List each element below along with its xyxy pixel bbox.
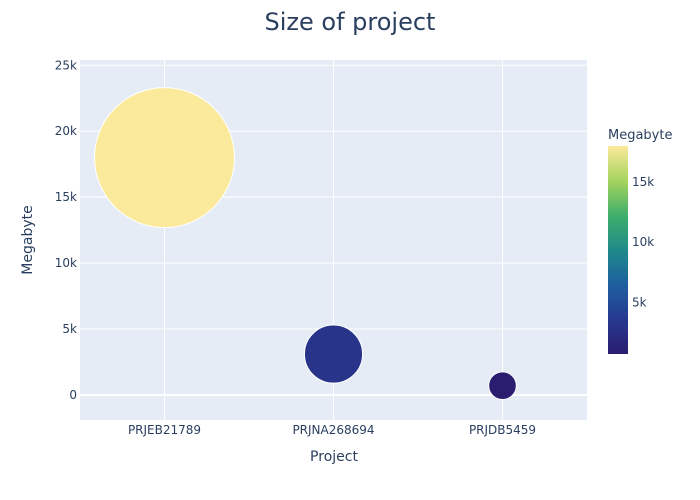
y-tick-labels: 0 5k 10k 15k 20k 25k — [55, 58, 77, 402]
chart-title: Size of project — [265, 8, 436, 36]
x-tick-labels: PRJEB21789 PRJNA268694 PRJDB5459 — [128, 423, 536, 437]
bubble-prjeb21789[interactable] — [94, 87, 235, 229]
colorbar-gradient — [608, 146, 628, 354]
colorbar-ticks: 5k 10k 15k — [632, 175, 654, 309]
y-tick-label: 15k — [55, 190, 77, 204]
bubbles — [94, 87, 517, 401]
bubble-prjdb5459[interactable] — [488, 371, 517, 401]
x-axis-title: Project — [310, 449, 358, 465]
x-tick-label: PRJNA268694 — [292, 423, 374, 437]
bubble-prjna268694[interactable] — [303, 324, 364, 384]
colorbar-tick-label: 15k — [632, 175, 654, 189]
colorbar: Megabyte 5k 10k 15k — [608, 128, 672, 354]
y-axis-title: Megabyte — [20, 205, 36, 274]
colorbar-tick-label: 10k — [632, 235, 654, 249]
colorbar-title: Megabyte — [608, 128, 672, 143]
y-tick-label: 5k — [62, 322, 77, 336]
y-tick-label: 20k — [55, 124, 77, 138]
x-tick-label: PRJDB5459 — [469, 423, 536, 437]
y-tick-label: 25k — [55, 58, 77, 72]
colorbar-tick-label: 5k — [632, 295, 647, 309]
y-tick-label: 10k — [55, 256, 77, 270]
x-tick-label: PRJEB21789 — [128, 423, 201, 437]
y-tick-label: 0 — [69, 388, 77, 402]
